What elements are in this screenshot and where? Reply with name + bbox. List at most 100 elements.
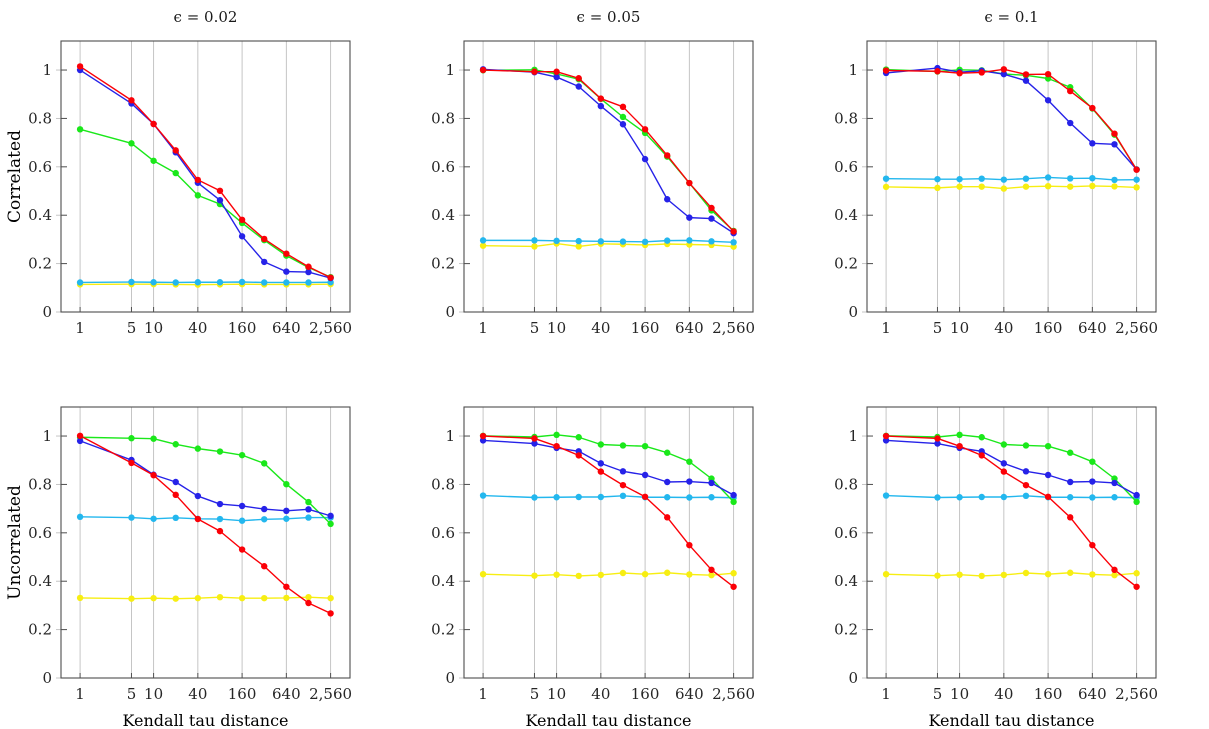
data-point [479,66,487,74]
x-tick-label: 2,560 [712,319,755,337]
data-point [686,179,693,187]
series-line [79,435,332,615]
series-line [885,435,1138,588]
data-point [708,215,715,222]
x-axis-title: Kendall tau distance [122,711,288,729]
x-tick-label: 640 [1078,685,1107,703]
data-point [1067,494,1074,501]
y-tick-label: 0 [42,303,52,321]
data-point [238,278,246,286]
panel-title: ϵ = 0.02 [174,8,238,26]
data-point [575,237,582,245]
y-tick-label: 1 [445,427,455,445]
data-point [882,175,890,182]
x-tick-label: 40 [994,685,1013,703]
data-point [1022,442,1030,449]
series-line [482,494,735,499]
data-point [641,471,649,479]
x-tick-label: 640 [272,319,301,337]
data-point [1022,468,1030,475]
data-point [531,68,538,75]
data-point [172,478,179,486]
y-tick-label: 0 [42,669,52,687]
x-tick-label: 160 [1034,319,1063,337]
x-tick-label: 5 [933,685,943,703]
series-line [885,434,1138,503]
series-green [76,434,334,528]
data-point [76,126,84,133]
series-line [482,242,735,248]
data-point [956,431,963,439]
series-cyan [882,492,1140,501]
data-point [261,258,268,266]
x-tick-label: 1 [881,319,891,337]
data-point [1089,140,1096,147]
data-point [261,235,268,243]
data-point [1022,71,1030,78]
data-point [1000,185,1008,192]
data-point [305,514,312,521]
series-line [79,596,332,600]
x-tick-label: 5 [127,685,137,703]
data-point [882,432,890,440]
series-line [482,69,735,232]
data-point [597,460,605,467]
data-point [1044,70,1052,78]
data-point [882,67,890,74]
data-point [261,594,268,602]
data-point [283,279,290,286]
data-point [1022,569,1030,577]
data-point [531,243,538,250]
x-tick-label: 640 [675,319,704,337]
data-point [128,459,135,467]
data-point [619,468,627,475]
y-tick-label: 0.2 [28,621,52,639]
data-point [238,233,246,240]
data-point [1089,458,1096,465]
data-point [216,515,224,523]
data-point [238,517,246,524]
x-tick-label: 160 [1034,685,1063,703]
chart-panel-uncorrelated-eps-0.1: 1 5 10 40 160 640 2,560 0 0.2 0.4 0.6 0.8 1 Kendall t… [806,366,1209,729]
data-point [194,176,202,184]
series-red [479,432,737,590]
y-tick-label: 0.6 [28,158,52,176]
series-line [79,69,332,279]
y-tick-label: 0.8 [834,475,858,493]
data-point [575,493,582,501]
x-tick-label: 10 [144,685,163,703]
x-tick-label: 40 [188,319,207,337]
data-point [597,238,605,245]
data-point [978,175,985,182]
data-point [730,491,737,499]
data-point [238,546,246,553]
y-tick-label: 0.2 [431,621,455,639]
y-tick-label: 0.2 [28,255,52,273]
data-point [76,279,84,286]
y-tick-label: 1 [848,61,858,79]
data-point [575,243,582,250]
data-point [1133,184,1140,191]
data-point [934,572,941,579]
data-point [686,494,693,501]
x-tick-label: 2,560 [1115,685,1158,703]
data-point [686,458,693,465]
x-tick-label: 5 [530,319,540,337]
data-point [327,594,334,602]
data-point [664,196,671,203]
data-point [1067,514,1074,521]
data-point [194,192,202,199]
x-tick-label: 160 [228,685,257,703]
data-point [128,595,135,602]
data-point [597,468,605,475]
series-line [79,65,332,279]
x-tick-label: 40 [591,319,610,337]
data-point [327,274,334,281]
series-green [76,126,334,281]
x-tick-label: 5 [127,319,137,337]
data-point [128,435,135,442]
y-tick-label: 0 [848,669,858,687]
data-point [1044,174,1052,181]
data-point [327,520,334,528]
data-point [1022,175,1030,182]
